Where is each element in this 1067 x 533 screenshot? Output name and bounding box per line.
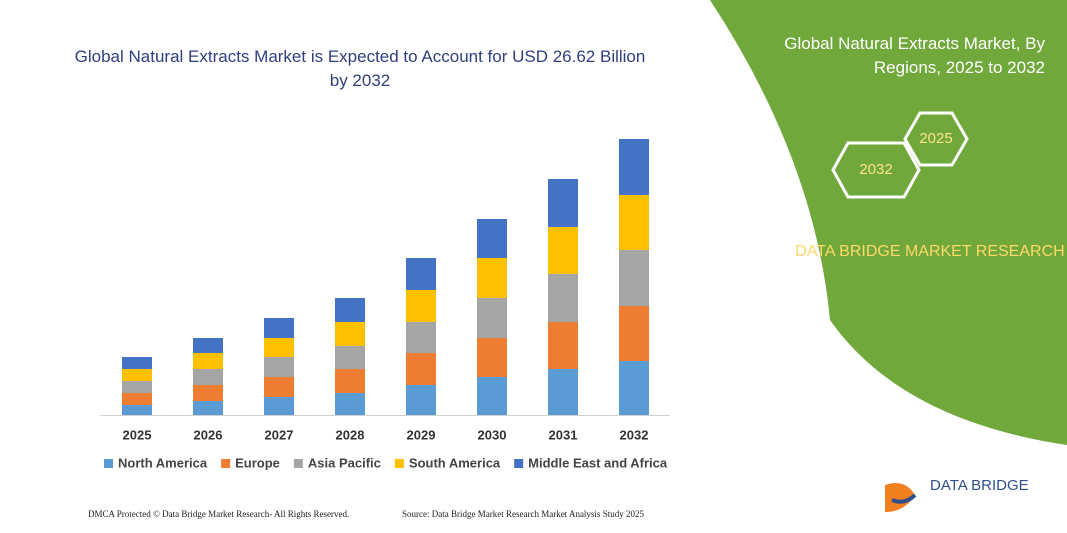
x-tick-label: 2030 [478,427,507,442]
bar-segment [548,322,578,369]
bar-segment [335,369,365,393]
hex-label: 2025 [919,130,952,147]
x-tick-label: 2026 [194,427,223,442]
hex-label: 2032 [859,161,892,178]
bar-segment [264,397,294,415]
legend-swatch [514,459,524,468]
bar-segment [193,401,223,415]
bar-segment [193,338,223,353]
bar-segment [548,369,578,415]
green-panel [710,0,1067,445]
bar-segment [477,258,507,298]
legend-swatch [104,459,113,468]
panel-title-text: Regions, 2025 to 2032 [874,58,1045,77]
bar-segment [193,385,223,401]
x-tick-label: 2025 [123,427,152,442]
bar-segment [619,361,649,415]
legend-label: Asia Pacific [308,455,381,470]
bar-segment [477,219,507,258]
chart-title: Global Natural Extracts Market is Expect… [75,47,646,90]
footer-left: DMCA Protected © Data Bridge Market Rese… [88,509,349,519]
x-tick-label: 2027 [265,427,294,442]
x-tick-label: 2028 [336,427,365,442]
x-tick-label: 2029 [407,427,436,442]
bar-segment [122,393,152,405]
bar-segment [193,353,223,369]
x-tick-label: 2032 [620,427,649,442]
legend-swatch [293,459,303,468]
legend-label: Middle East and Africa [528,455,668,470]
bar-segment [264,318,294,338]
bar-segment [477,298,507,338]
bar-segment [335,393,365,415]
panel-title-text: Global Natural Extracts Market, By [784,34,1045,53]
legend-label: South America [409,455,501,470]
bar-segment [619,306,649,361]
panel-title: Global Natural Extracts Market, By Region… [784,34,1045,77]
bar-segment [619,139,649,195]
brand: DATA BRIDGE MARKET RESEARCH [795,243,1064,260]
bar-segment [264,338,294,357]
legend-swatch [394,459,404,468]
bar-segment [619,195,649,250]
bar-segment [193,369,223,385]
hexagon [831,141,921,199]
legend-swatch [221,459,231,468]
bar-segment [548,227,578,274]
bar-segment [335,298,365,322]
legend-label: Europe [235,455,280,470]
logo-mark [885,470,915,512]
bar-segment [406,322,436,353]
bar-segment [122,405,152,415]
bar-segment [122,357,152,369]
bar-segment [264,357,294,377]
bar-segment [122,381,152,393]
bar-segment [264,377,294,397]
bar-segment [335,322,365,346]
bar-segment [477,338,507,377]
bar-segment [548,274,578,322]
x-tick-label: 2031 [549,427,578,442]
bar-segment [406,290,436,322]
bar-segment [477,377,507,415]
logo-mark [891,493,917,504]
bar-segment [406,353,436,385]
bar-segment [122,369,152,381]
bar-segment [335,346,365,369]
bar-segment [406,385,436,415]
bar-segment [619,250,649,306]
legend-label: North America [118,455,208,470]
bar-segment [406,258,436,290]
hexagon [903,111,969,167]
footer-right: Source: Data Bridge Market Research Mark… [402,509,644,519]
bar-segment [548,179,578,227]
logo-text: DATA BRIDGE [930,477,1029,494]
